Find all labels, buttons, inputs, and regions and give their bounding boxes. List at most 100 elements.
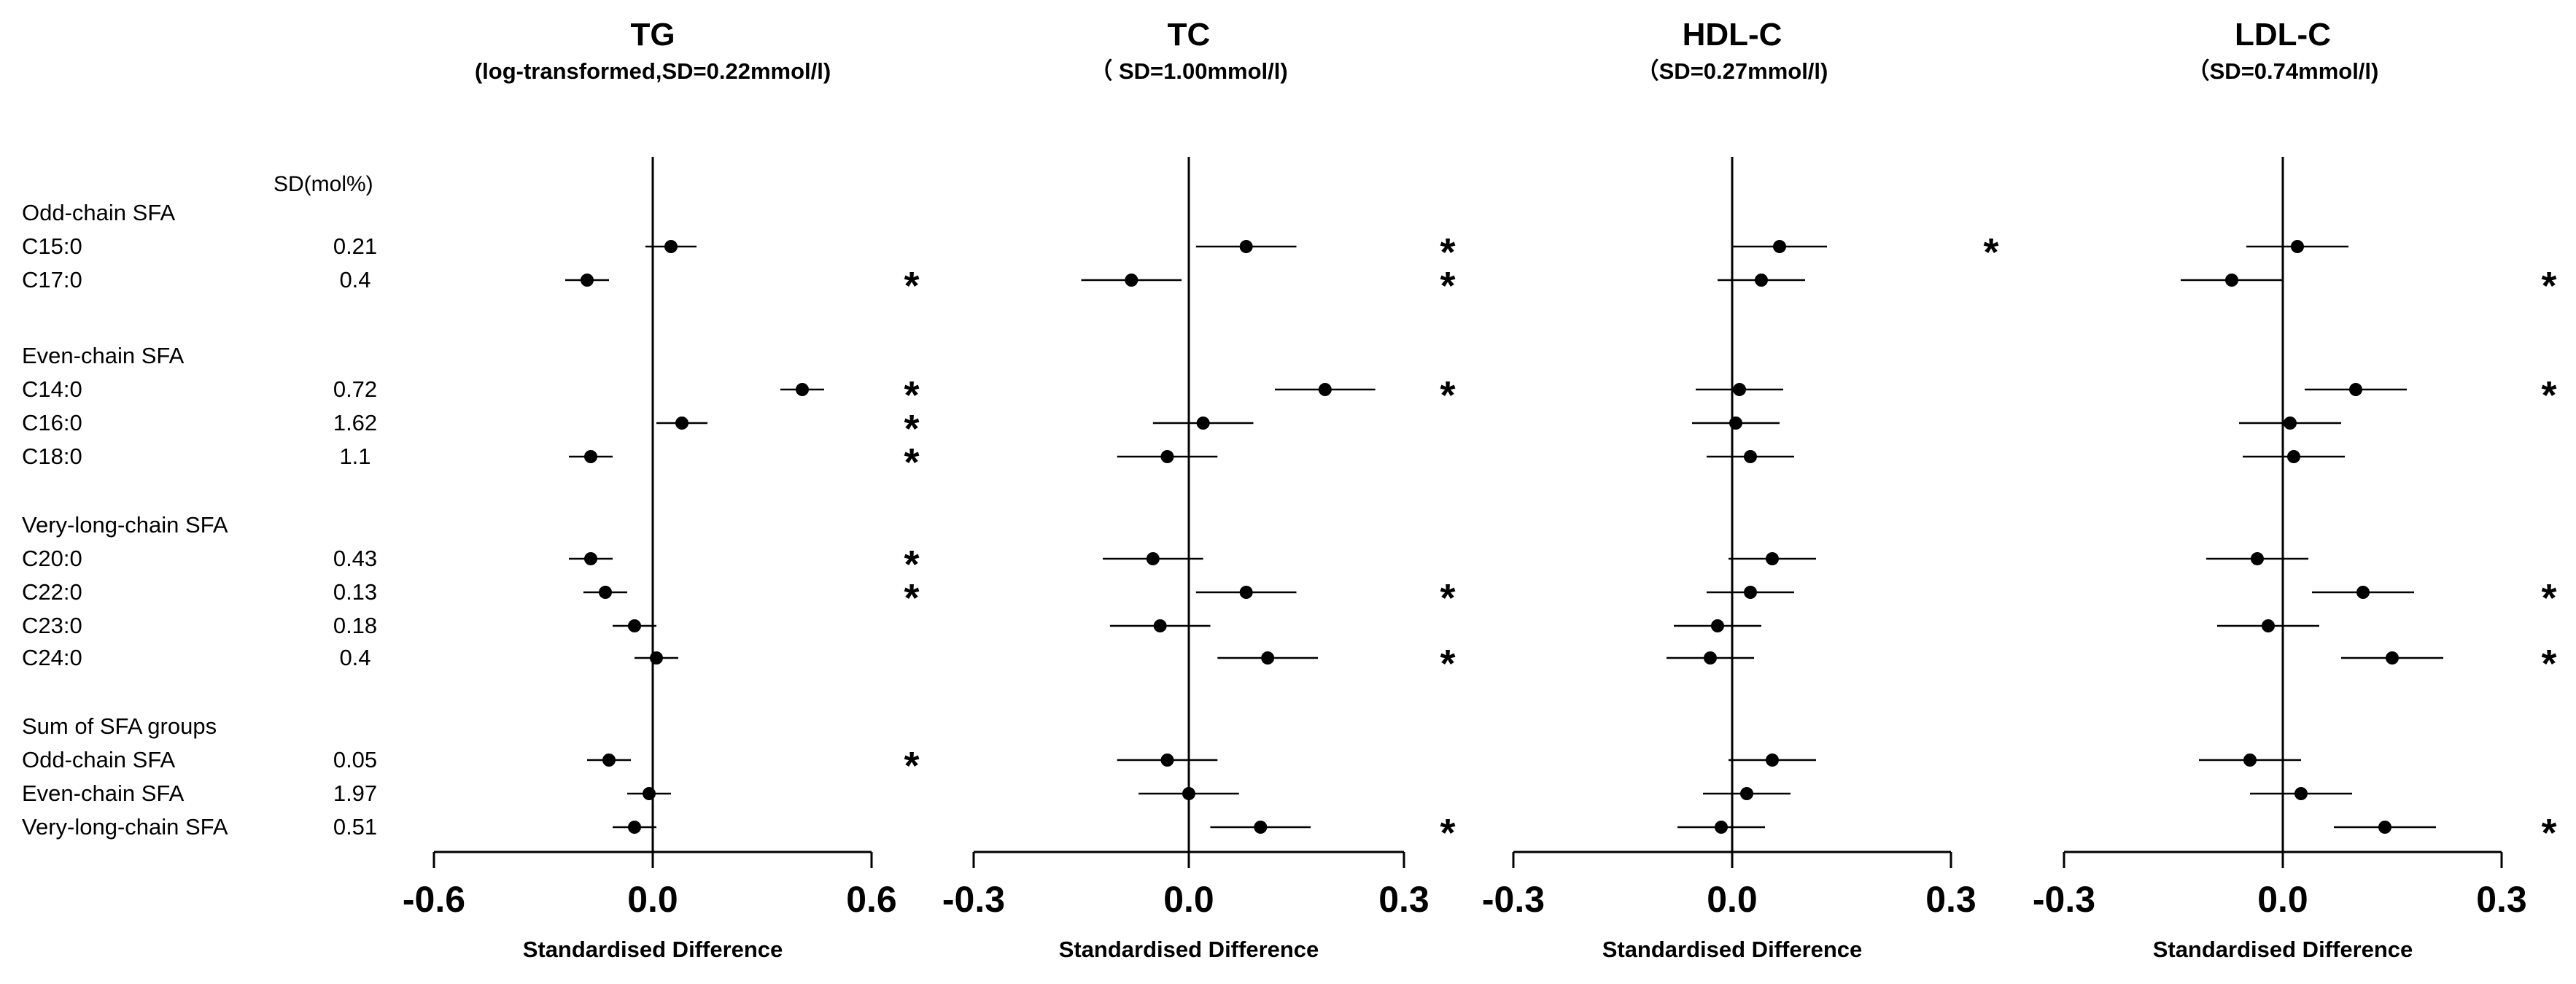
significance-asterisk: *: [2541, 373, 2556, 417]
point-estimate-marker: [1704, 651, 1717, 665]
group-label: Odd-chain SFA: [22, 200, 176, 225]
sd-column-header: SD(mol%): [273, 172, 373, 196]
sd-value: 0.4: [339, 645, 371, 670]
sd-value: 0.13: [333, 579, 377, 605]
significance-asterisk: *: [2541, 264, 2556, 308]
point-estimate-marker: [1729, 417, 1742, 430]
row-label: Very-long-chain SFA: [22, 814, 228, 840]
row-label: C18:0: [22, 443, 82, 469]
panel-ldl-c: LDL-C （SD=0.74mmol/l) -0.3 0.0 0.3 Standardis…: [2033, 17, 2557, 962]
row-label: Odd-chain SFA: [22, 747, 176, 772]
point-estimate-marker: [1755, 274, 1768, 287]
sd-value: 0.43: [333, 546, 377, 571]
point-estimate-marker: [1239, 240, 1253, 253]
significance-asterisk: *: [904, 373, 919, 417]
sd-value: 0.4: [339, 267, 371, 293]
point-estimate-marker: [2386, 651, 2399, 665]
x-tick-label: -0.3: [942, 879, 1005, 920]
point-estimate-marker: [1239, 586, 1253, 599]
x-axis-label: Standardised Difference: [523, 937, 783, 962]
point-estimate-marker: [1744, 586, 1757, 599]
significance-asterisk: *: [1983, 230, 1998, 274]
point-estimate-marker: [584, 552, 597, 565]
significance-asterisk: *: [904, 576, 919, 620]
chart-panels: TG (log-transformed,SD=0.22mmol/l) -0.6 0.0…: [403, 17, 2557, 962]
point-estimate-marker: [2291, 240, 2304, 253]
x-tick-label: 0.0: [627, 879, 678, 920]
sd-value: 1.97: [333, 780, 377, 806]
x-tick-label: 0.3: [2476, 879, 2527, 920]
x-axis-label: Standardised Difference: [1059, 937, 1319, 962]
x-tick-label: 0.0: [1707, 879, 1758, 920]
point-estimate-marker: [2349, 383, 2362, 396]
row-label: C17:0: [22, 267, 82, 293]
point-estimate-marker: [628, 821, 641, 834]
x-tick-label: -0.3: [1482, 879, 1545, 920]
point-estimate-marker: [2284, 417, 2297, 430]
significance-asterisk: *: [904, 744, 919, 788]
panel-title: TG: [630, 17, 675, 53]
panel-subtitle: （SD=0.74mmol/l): [2187, 58, 2379, 84]
point-estimate-marker: [2225, 274, 2238, 287]
significance-asterisk: *: [2541, 576, 2556, 620]
point-estimate-marker: [1773, 240, 1786, 253]
point-estimate-marker: [1196, 417, 1210, 430]
point-estimate-marker: [650, 651, 663, 665]
group-label: Sum of SFA groups: [22, 713, 217, 739]
significance-asterisk: *: [1440, 264, 1455, 308]
point-estimate-marker: [1766, 552, 1779, 565]
group-label: Very-long-chain SFA: [22, 512, 228, 538]
point-estimate-marker: [584, 450, 597, 463]
significance-asterisk: *: [904, 543, 919, 586]
point-estimate-marker: [1261, 651, 1275, 665]
point-estimate-marker: [1182, 787, 1195, 800]
group-label: Even-chain SFA: [22, 343, 185, 368]
sd-value: 0.05: [333, 747, 377, 772]
sd-value: 0.21: [333, 233, 377, 259]
point-estimate-marker: [2251, 552, 2264, 565]
point-estimate-marker: [1160, 450, 1174, 463]
point-estimate-marker: [602, 754, 616, 767]
point-estimate-marker: [643, 787, 656, 800]
x-tick-label: 0.3: [1925, 879, 1976, 920]
point-estimate-marker: [1146, 552, 1160, 565]
panel-subtitle: （SD=0.27mmol/l): [1637, 58, 1828, 84]
sd-value: 0.72: [333, 376, 377, 402]
panel-tg: TG (log-transformed,SD=0.22mmol/l) -0.6 0.0…: [403, 17, 920, 962]
point-estimate-marker: [1715, 821, 1728, 834]
point-estimate-marker: [628, 619, 641, 632]
x-tick-label: 0.0: [1163, 879, 1214, 920]
point-estimate-marker: [1318, 383, 1332, 396]
point-estimate-marker: [2294, 787, 2308, 800]
point-estimate-marker: [2243, 754, 2257, 767]
significance-asterisk: *: [904, 441, 919, 484]
sd-value: 0.18: [333, 613, 377, 638]
point-estimate-marker: [1160, 754, 1174, 767]
point-estimate-marker: [1733, 383, 1746, 396]
x-axis-label: Standardised Difference: [2153, 937, 2413, 962]
panel-subtitle: (log-transformed,SD=0.22mmol/l): [475, 58, 831, 84]
row-label: C20:0: [22, 546, 82, 571]
row-label: C15:0: [22, 233, 82, 259]
point-estimate-marker: [2356, 586, 2370, 599]
point-estimate-marker: [2287, 450, 2300, 463]
point-estimate-marker: [599, 586, 612, 599]
row-label: C24:0: [22, 645, 82, 670]
x-tick-label: 0.6: [846, 879, 897, 920]
significance-asterisk: *: [1440, 373, 1455, 417]
significance-asterisk: *: [1440, 811, 1455, 855]
x-tick-label: 0.3: [1378, 879, 1429, 920]
point-estimate-marker: [1744, 450, 1757, 463]
point-estimate-marker: [675, 417, 688, 430]
row-labels: Odd-chain SFA C15:0 0.21 C17:0 0.4 Even-chain…: [22, 200, 377, 840]
panel-hdl-c: HDL-C （SD=0.27mmol/l) -0.3 0.0 0.3 Standardis…: [1482, 17, 1999, 962]
x-axis-label: Standardised Difference: [1602, 937, 1863, 962]
row-label: C23:0: [22, 613, 82, 638]
significance-asterisk: *: [1440, 576, 1455, 620]
panel-title: LDL-C: [2235, 17, 2331, 53]
point-estimate-marker: [581, 274, 594, 287]
point-estimate-marker: [2378, 821, 2391, 834]
point-estimate-marker: [1766, 754, 1779, 767]
significance-asterisk: *: [2541, 811, 2556, 855]
